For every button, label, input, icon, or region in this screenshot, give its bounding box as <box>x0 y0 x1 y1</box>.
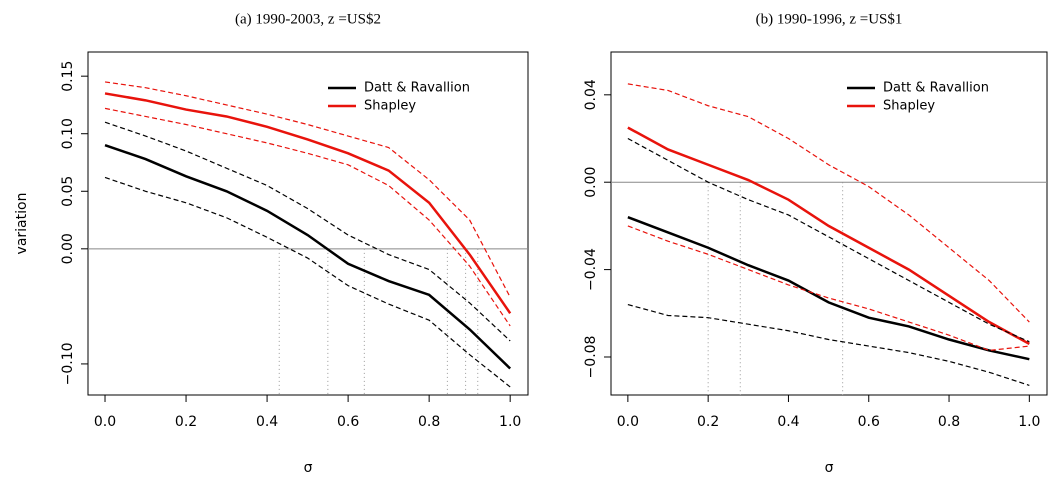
x-tick-label: 0.4 <box>777 414 799 430</box>
plot-frame <box>610 51 1048 396</box>
x-axis-label: σ <box>304 460 313 476</box>
series-line <box>627 126 1030 345</box>
y-tick-label: −0.08 <box>583 336 599 379</box>
band-line <box>104 107 511 327</box>
x-tick-label: 0.0 <box>617 414 639 430</box>
chart-title: (b) 1990-1996, z =US$1 <box>756 11 903 27</box>
x-tick-label: 0.2 <box>175 414 197 430</box>
legend-label: Datt & Ravallion <box>883 81 989 96</box>
y-tick-label: 0.00 <box>583 167 599 198</box>
y-tick-label: 0.15 <box>60 61 76 92</box>
x-tick-label: 0.4 <box>256 414 278 430</box>
x-tick-label: 0.8 <box>938 414 960 430</box>
legend-label: Datt & Ravallion <box>364 81 470 96</box>
chart-title: (a) 1990-2003, z =US$2 <box>235 11 381 27</box>
band-line <box>104 121 511 342</box>
band-line <box>627 225 1030 352</box>
y-tick-label: 0.10 <box>60 118 76 149</box>
y-tick-label: 0.04 <box>583 79 599 110</box>
series-line <box>104 144 512 370</box>
x-axis-label: σ <box>825 460 834 476</box>
x-tick-label: 0.2 <box>697 414 719 430</box>
y-tick-label: −0.10 <box>60 342 76 385</box>
x-tick-label: 0.6 <box>337 414 359 430</box>
plot-frame <box>87 51 529 396</box>
legend-label: Shapley <box>883 99 935 114</box>
band-line <box>104 176 511 388</box>
band-line <box>627 303 1030 386</box>
x-tick-label: 1.0 <box>1018 414 1040 430</box>
x-tick-label: 0.0 <box>94 414 116 430</box>
x-tick-label: 1.0 <box>499 414 521 430</box>
band-line <box>627 137 1030 343</box>
band-line <box>104 81 511 298</box>
series-line <box>627 215 1030 361</box>
legend-label: Shapley <box>364 99 416 114</box>
series-line <box>104 92 512 314</box>
y-tick-label: 0.05 <box>60 176 76 207</box>
x-tick-label: 0.8 <box>418 414 440 430</box>
band-line <box>627 83 1030 323</box>
x-tick-label: 0.6 <box>858 414 880 430</box>
y-tick-label: −0.04 <box>583 248 599 291</box>
y-tick-label: 0.00 <box>60 233 76 264</box>
y-axis-label: variation <box>14 193 30 255</box>
